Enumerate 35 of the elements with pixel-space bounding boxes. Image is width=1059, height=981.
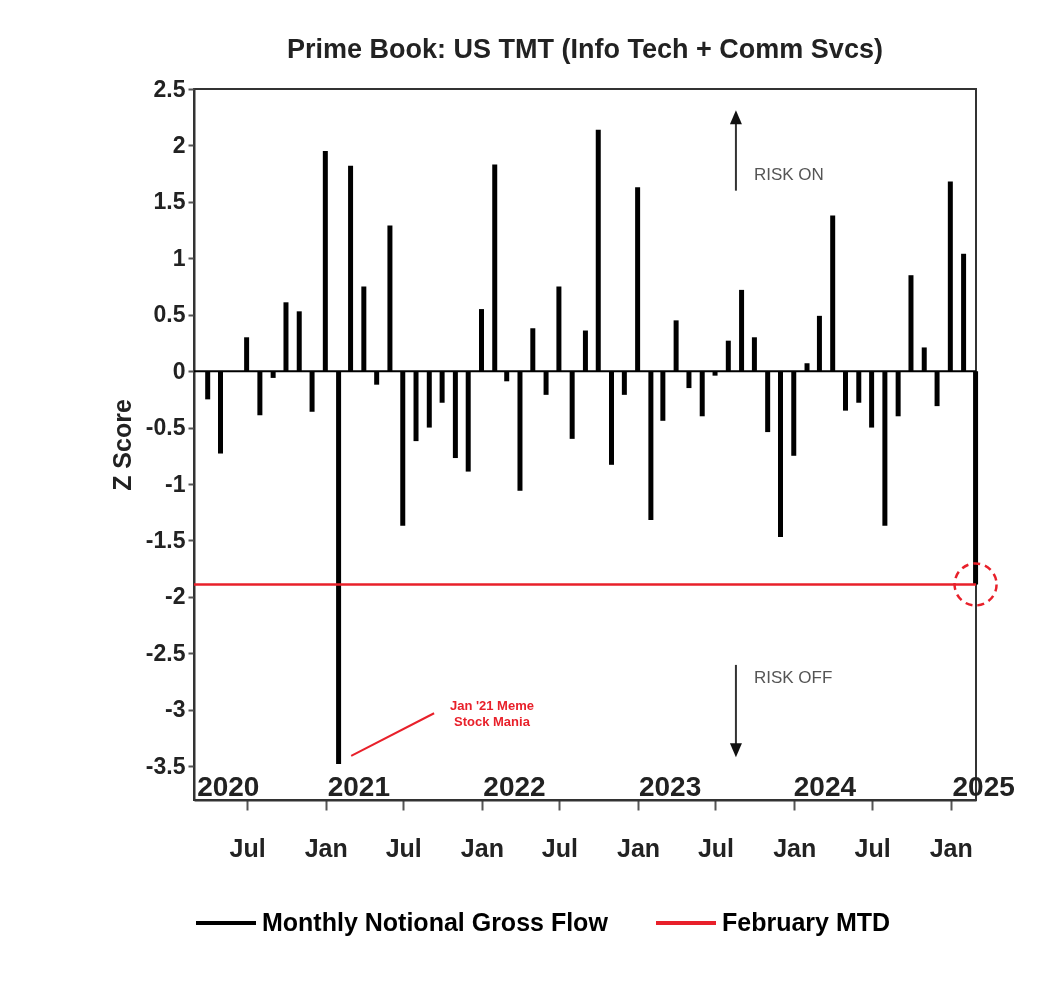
y-tick-label: -0.5 — [145, 414, 186, 441]
y-tick-label: -2.5 — [145, 639, 186, 666]
x-tick-label: Jan — [460, 833, 504, 862]
x-tick-label: Jul — [541, 833, 578, 862]
x-tick-label: Jan — [617, 833, 661, 862]
annotation: RISK ON — [753, 165, 824, 185]
annotation: 2024 — [793, 771, 857, 802]
annotation: RISK OFF — [753, 667, 833, 687]
y-tick-label: -1 — [165, 470, 186, 497]
annotation: 2020 — [197, 771, 260, 802]
x-tick-label: Jul — [854, 833, 891, 862]
legend-label: Monthly Notional Gross Flow — [262, 908, 609, 936]
y-tick-label: 2 — [172, 131, 186, 158]
x-tick-label: Jan — [929, 833, 973, 862]
x-tick-label: Jul — [697, 833, 735, 862]
annotation: 2023 — [638, 771, 702, 802]
y-tick-label: 2.5 — [153, 75, 186, 102]
annotation: 2022 — [483, 771, 546, 802]
annotation: 2021 — [327, 771, 391, 802]
y-tick-label: 0 — [172, 357, 186, 384]
x-tick-label: Jul — [229, 833, 266, 862]
y-tick-label: -2 — [165, 583, 186, 610]
y-tick-label: -3 — [165, 696, 186, 723]
y-tick-label: 1 — [172, 244, 186, 271]
legend-label: February MTD — [722, 908, 891, 936]
y-tick-label: -3.5 — [145, 752, 186, 779]
y-tick-label: -1.5 — [145, 526, 186, 553]
y-axis-title: Z Score — [107, 399, 136, 491]
y-tick-label: 0.5 — [153, 301, 186, 328]
chart-title: Prime Book: US TMT (Info Tech + Comm Svcs) — [287, 34, 883, 64]
y-tick-label: 1.5 — [153, 188, 186, 215]
x-tick-label: Jan — [773, 833, 817, 862]
x-tick-label: Jan — [304, 833, 348, 862]
annotation: Jan '21 Meme Stock Mania — [449, 698, 534, 730]
x-tick-label: Jul — [385, 833, 422, 862]
